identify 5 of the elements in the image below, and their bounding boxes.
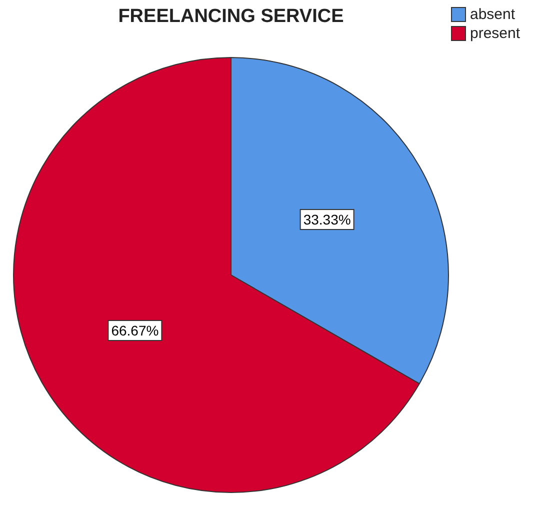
legend-label: absent	[470, 6, 516, 23]
data-label: 33.33%	[303, 211, 351, 228]
data-label: 66.67%	[111, 322, 159, 338]
legend-label: present	[470, 25, 520, 42]
chart-title: FREELANCING SERVICE	[117, 6, 345, 28]
